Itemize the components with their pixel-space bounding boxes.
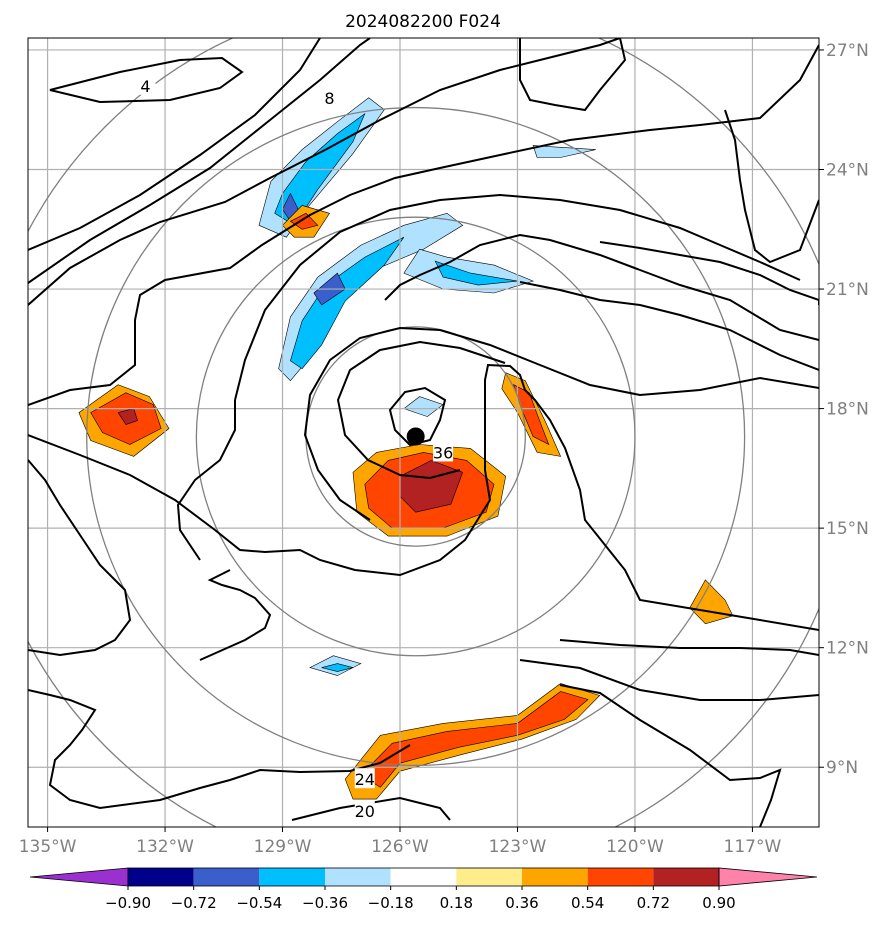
plot-frame (27, 37, 820, 828)
colorbar-tick-label: 0.72 (637, 894, 670, 912)
colorbar: −0.90 −0.72 −0.54 −0.36 −0.18 0.18 0.36 0.54 0.7… (29, 867, 818, 912)
y-axis-ticks: 9°N 12°N 15°N 18°N 21°N 24°N 27°N (819, 41, 869, 778)
colorbar-segment (325, 868, 391, 886)
range-ring (86, 106, 746, 767)
colorbar-segment (193, 868, 260, 886)
contour-line (303, 326, 819, 521)
x-axis-ticks: 135°W 132°W 129°W 126°W 123°W 120°W 117°W (19, 827, 782, 857)
colorbar-segment (456, 868, 522, 886)
y-tick-label: 24°N (826, 161, 869, 181)
range-rings (28, 38, 819, 827)
contour-label: 20 (355, 802, 375, 821)
colorbar-extend-low (29, 867, 129, 887)
colorbar-tick-label: −0.72 (171, 894, 217, 912)
colorbar-tick-label: −0.36 (302, 894, 348, 912)
y-tick-label: 27°N (826, 41, 869, 61)
contour-line (519, 281, 819, 371)
y-tick-label: 9°N (826, 758, 858, 778)
contour-label: 24 (355, 770, 375, 789)
colorbar-tick-label: 0.90 (702, 894, 735, 912)
shading-layer (78, 97, 734, 800)
shaded-region-central-blue-arc-core (434, 260, 518, 286)
contour-line (519, 659, 819, 701)
range-ring (195, 216, 636, 657)
contour-label-bg (319, 86, 340, 107)
y-tick-label: 21°N (826, 280, 869, 300)
contour-label: 4 (140, 77, 150, 96)
x-tick-label: 135°W (19, 837, 77, 857)
contour-label: 36 (433, 443, 453, 462)
contour-label-bg (135, 74, 156, 95)
storm-center-marker (406, 427, 425, 446)
contour-label-bg (433, 441, 454, 462)
contour-line (28, 44, 819, 406)
contour-line (49, 56, 244, 104)
x-tick-label: 129°W (254, 837, 312, 857)
contour-line (28, 689, 411, 810)
contour-line (28, 459, 132, 657)
contour-line (559, 684, 782, 827)
colorbar-segment (259, 868, 325, 886)
contour-line (176, 400, 236, 561)
contour-line (199, 569, 272, 661)
chart-title: 2024082200 F024 (345, 12, 501, 32)
colorbar-tick-label: −0.90 (105, 894, 151, 912)
contour-line (28, 363, 819, 631)
contour-line (724, 109, 819, 264)
colorbar-extend-high (718, 867, 818, 887)
shaded-region-east-orange-small (689, 579, 734, 625)
contour-lines (28, 38, 819, 827)
contour-line (28, 38, 321, 251)
colorbar-segment (522, 868, 588, 886)
contour-line (28, 38, 371, 284)
colorbar-tick-label: 0.18 (440, 894, 473, 912)
contour-line (559, 639, 819, 656)
shaded-region-nw-band-south-core (290, 236, 405, 370)
x-tick-label: 126°W (371, 837, 429, 857)
x-tick-label: 117°W (724, 837, 782, 857)
contour-line (599, 241, 819, 301)
colorbar-segment (128, 868, 194, 886)
storm-center (406, 427, 425, 446)
contour-line (384, 233, 819, 341)
contour-line (234, 193, 801, 401)
contour-label-bg (354, 800, 375, 821)
shaded-region-nw-orange-patch-core (289, 212, 319, 230)
x-tick-label: 132°W (136, 837, 194, 857)
colorbar-tick-label: −0.54 (236, 894, 282, 912)
colorbar-segment (653, 868, 719, 886)
contour-line (519, 38, 627, 112)
shaded-region-south-blue-oval-core (321, 663, 354, 672)
x-tick-label: 120°W (606, 837, 664, 857)
contour-line (291, 796, 451, 821)
colorbar-segment (390, 868, 457, 886)
colorbar-tick-label: 0.54 (571, 894, 604, 912)
shaded-region-central-blue-arc (403, 248, 534, 294)
contour-line (388, 386, 447, 447)
colorbar-tick-label: 0.36 (505, 894, 538, 912)
y-tick-label: 12°N (826, 639, 869, 659)
contour-line (336, 340, 506, 480)
contour-label: 8 (324, 89, 334, 108)
y-tick-label: 15°N (826, 519, 869, 539)
colorbar-tick-label: −0.18 (368, 894, 414, 912)
colorbar-segment (587, 868, 654, 886)
shaded-region-eye-blue (403, 396, 444, 417)
y-tick-label: 18°N (826, 400, 869, 420)
x-tick-label: 123°W (489, 837, 547, 857)
colorbar-frame (127, 867, 720, 887)
shaded-region-west-orange-red (117, 408, 138, 425)
contour-line (28, 38, 621, 306)
contour-label-bg (354, 768, 375, 789)
